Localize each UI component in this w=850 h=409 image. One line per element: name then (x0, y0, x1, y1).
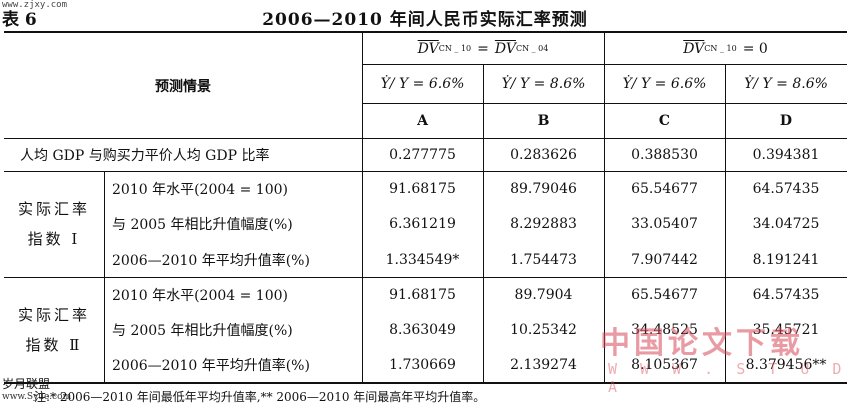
table-cell: 0.277775 (389, 146, 456, 163)
table-cell: 0.283626 (510, 146, 577, 163)
table-cell: 8.292883 (510, 216, 577, 232)
bottom-left-watermark-url: www.Syue.com (2, 392, 72, 402)
watermark-stamp: 中国论文下载 (600, 326, 804, 361)
table-cell: 64.57435 (752, 286, 820, 303)
table-cell: 1.334549* (385, 251, 460, 268)
top-watermark: www.zjxy.com (2, 0, 68, 10)
growth-c: Ẏ/ Y = 6.6% (622, 75, 707, 92)
table-number: 表 6 (2, 10, 37, 30)
hline (4, 171, 847, 172)
top-rule (4, 31, 847, 33)
group2-condition: DV CN _ 10 = 0 (604, 33, 847, 64)
group1-rhs-sub: CN _ 04 (515, 44, 549, 53)
group2-lhs-var: DV (683, 40, 705, 57)
group2-eq: = 0 (742, 40, 768, 57)
gdp-row-label: 人均 GDP 与购买力平价人均 GDP 比率 (20, 147, 270, 164)
col-b: B (537, 112, 550, 129)
bottom-left-watermark: 岁月联盟 (2, 377, 51, 391)
table-cell: 91.68175 (389, 180, 456, 197)
vline (362, 33, 363, 382)
group1-lhs-var: DV (417, 40, 439, 57)
group1-label-line2: 指数 Ⅰ (27, 230, 81, 248)
group2-label-line2: 指数 Ⅱ (25, 335, 83, 354)
row-label: 2006—2010 年平均升值率(%) (112, 252, 310, 269)
table-cell: 65.54677 (631, 180, 698, 197)
col-c: C (658, 112, 671, 129)
vline (104, 171, 105, 382)
table-cell: 89.7904 (514, 286, 573, 303)
group1-label: 实际汇率 指数 Ⅰ (4, 171, 104, 277)
table-cell: 65.54677 (631, 286, 698, 303)
table-cell: 8.363049 (389, 322, 456, 338)
hline (4, 277, 847, 278)
watermark-stamp-url: W W W . S T U D A (608, 360, 849, 396)
table-cell: 6.361219 (389, 216, 456, 232)
table-cell: 35.45721 (752, 322, 820, 338)
growth-a: Ẏ/ Y = 6.6% (380, 75, 465, 92)
group1-lhs-sub: CN _ 10 (438, 44, 472, 53)
table-cell: 8.191241 (752, 251, 820, 268)
table-cell: 89.79046 (510, 180, 577, 197)
row-label: 2010 年水平(2004 = 100) (112, 181, 288, 198)
group1-eq: = (477, 40, 489, 57)
scenario-header: 预测情景 (155, 78, 211, 95)
table-cell: 8.379456** (745, 357, 827, 373)
table-cell: 8.105367 (631, 357, 698, 373)
table-cell: 34.48525 (631, 322, 698, 338)
growth-b: Ẏ/ Y = 8.6% (501, 75, 586, 92)
vline (483, 64, 484, 382)
bottom-rule (4, 382, 847, 384)
table-note: 注:* 2006—2010 年间最低年平均升值率,** 2006—2010 年间… (34, 390, 486, 404)
group2-label: 实际汇率 指数 Ⅱ (4, 277, 104, 382)
table-cell: 33.05407 (631, 216, 698, 232)
vline (725, 64, 726, 382)
row-label: 与 2005 年相比升值幅度(%) (112, 323, 293, 339)
growth-d: Ẏ/ Y = 8.6% (744, 75, 828, 92)
row-label: 2006—2010 年平均升值率(%) (112, 358, 310, 374)
table-cell: 1.754473 (510, 251, 577, 268)
hline (4, 138, 847, 139)
row-label: 2010 年水平(2004 = 100) (112, 287, 288, 304)
table-cell: 64.57435 (752, 180, 820, 197)
group2-label-line1: 实际汇率 (17, 305, 90, 324)
col-a: A (417, 112, 428, 129)
row-label: 与 2005 年相比升值幅度(%) (112, 217, 293, 233)
table-cell: 0.394381 (752, 146, 820, 163)
table-cell: 2.139274 (510, 357, 577, 373)
table-cell: 0.388530 (631, 146, 698, 163)
table-cell: 91.68175 (389, 286, 456, 303)
group2-lhs-sub: CN _ 10 (704, 44, 737, 53)
col-d: D (779, 112, 793, 129)
table-cell: 1.730669 (389, 357, 456, 373)
table-title: 2006—2010 年间人民币实际汇率预测 (262, 10, 588, 30)
table-cell: 10.25342 (510, 322, 577, 338)
vline (604, 33, 605, 382)
table-cell: 34.04725 (752, 216, 820, 232)
group1-condition: DV CN _ 10 = DV CN _ 04 (362, 33, 604, 64)
group1-rhs-var: DV (494, 40, 516, 57)
group1-label-line1: 实际汇率 (17, 200, 90, 218)
table-cell: 7.907442 (631, 251, 698, 268)
